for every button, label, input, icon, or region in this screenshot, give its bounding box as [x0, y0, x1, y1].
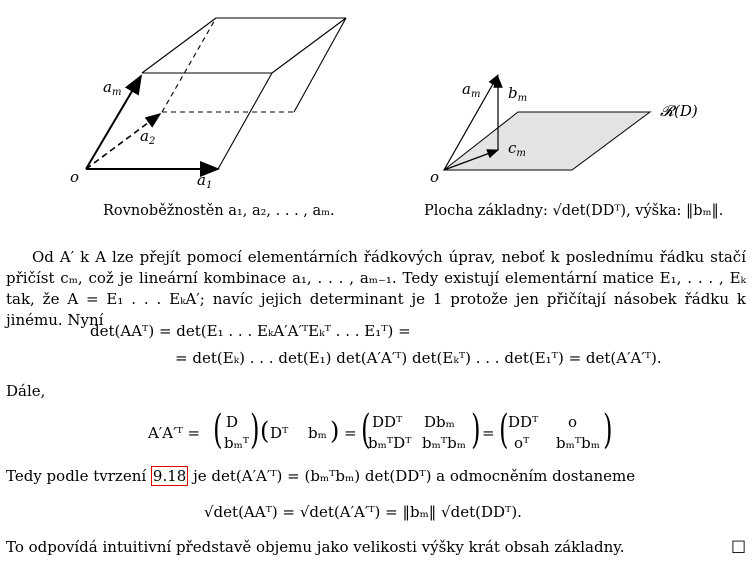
equation-1-line-1: det(AAᵀ) = det(E₁ . . . EₖA′A′ᵀEₖᵀ . . .… — [90, 322, 411, 340]
paragraph-1-text: Od A′ k A lze přejít pomocí elementárníc… — [6, 248, 746, 329]
label-o: o — [70, 168, 79, 186]
equation-1-line-2: = det(Eₖ) . . . det(E₁) det(A′A′ᵀ) det(E… — [175, 349, 662, 367]
label-am-right: am — [462, 80, 480, 100]
vector-am — [85, 74, 143, 170]
eq2-m2-r2c2: bₘᵀbₘ — [422, 434, 466, 452]
eq2-lhs: A′A′ᵀ = — [148, 424, 201, 442]
eq2-eq-2: = — [482, 424, 495, 442]
eq2-m2-r2c1: bₘᵀDᵀ — [368, 434, 412, 452]
base-plane — [442, 111, 652, 171]
reference-link-9-18[interactable]: 9.18 — [150, 466, 189, 486]
eq2-paren-close-2: ) — [330, 417, 340, 445]
parallelepiped-figure: am a2 o a1 — [70, 17, 347, 191]
caption-left: Rovnoběžnostěn a₁, a₂, . . . , aₘ. — [103, 203, 335, 219]
caption-right: Plocha základny: √det(DDᵀ), výška: ‖bₘ‖. — [424, 203, 724, 219]
eq2-row-b: bₘ — [308, 424, 327, 442]
paragraph-2: Tedy podle tvrzení 9.18 je det(A′A′ᵀ) = … — [6, 466, 636, 486]
label-cm: cm — [508, 139, 526, 159]
eq2-col1-top: D — [226, 413, 239, 431]
parallelepiped-edges — [141, 17, 347, 170]
eq2-m2-r1c2: Dbₘ — [424, 413, 455, 431]
eq2-paren-close-3: ) — [471, 407, 481, 453]
paragraph-1: Od A′ k A lze přejít pomocí elementárníc… — [6, 247, 746, 331]
eq2-paren-close-4: ) — [603, 407, 613, 453]
eq2-row-a: Dᵀ — [270, 424, 289, 442]
label-o-right: o — [430, 168, 439, 186]
hidden-edges — [161, 17, 294, 113]
eq2-m3-r2c1: oᵀ — [514, 434, 530, 452]
label-a1: a1 — [197, 171, 212, 191]
eq2-eq-1: = — [344, 424, 357, 442]
eq2-m2-r1c1: DDᵀ — [372, 413, 403, 431]
eq2-col1-bot: bₘᵀ — [224, 434, 250, 452]
vector-cm — [443, 149, 500, 171]
qed-symbol: □ — [731, 536, 747, 555]
eq2-m3-r2c2: bₘᵀbₘ — [556, 434, 600, 452]
paragraph-2-after: je det(A′A′ᵀ) = (bₘᵀbₘ) det(DDᵀ) a odmoc… — [188, 467, 636, 485]
label-range-d: 𝓡(D) — [660, 102, 698, 120]
vector-am-right — [443, 73, 499, 171]
label-am: am — [103, 78, 121, 98]
dale-text: Dále, — [6, 382, 46, 400]
label-bm: bm — [508, 84, 527, 104]
conclusion-text: To odpovídá intuitivní představě objemu … — [6, 538, 625, 556]
eq2-paren-open-4: ( — [499, 407, 509, 453]
eq2-m3-r1c2: o — [568, 413, 578, 431]
label-a2: a2 — [140, 127, 155, 147]
paragraph-2-before: Tedy podle tvrzení — [6, 467, 151, 485]
eq2-paren-open-3: ( — [361, 407, 371, 453]
equation-3: √det(AAᵀ) = √det(A′A′ᵀ) = ‖bₘ‖ √det(DDᵀ)… — [204, 503, 522, 521]
eq2-paren-close-1: ) — [250, 407, 260, 453]
eq2-paren-open-1: ( — [213, 407, 223, 453]
base-height-figure: am bm cm o 𝓡(D) — [430, 73, 698, 186]
vector-a2 — [85, 113, 162, 170]
eq2-m3-r1c1: DDᵀ — [508, 413, 539, 431]
eq2-paren-open-2: ( — [260, 417, 270, 445]
